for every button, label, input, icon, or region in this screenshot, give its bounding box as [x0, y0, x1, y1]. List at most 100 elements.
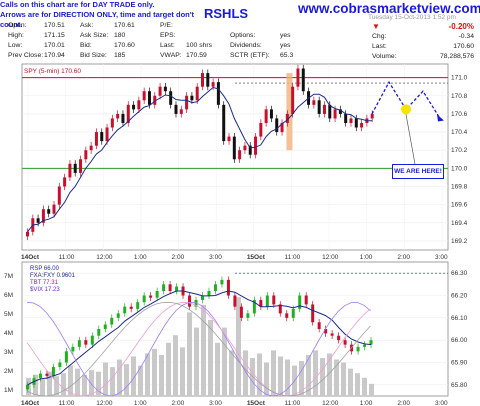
value-prev-close: 170.94	[44, 52, 65, 59]
lower-legend-item: RSP 66.00	[30, 266, 60, 272]
rsp-candle-body	[64, 351, 68, 363]
chart-svg: 171.0 170.8 170.6 170.4 170.2 170.0 169.8 169.6…	[4, 63, 468, 406]
rsp-candle-body	[291, 308, 295, 318]
moving-average-line	[27, 86, 373, 233]
volume-bar	[89, 370, 94, 396]
value-vwap: 170.59	[186, 52, 207, 59]
down-triangle-icon: ▼	[372, 22, 380, 31]
rsp-candle-body	[175, 286, 179, 292]
rsp-candle-body	[239, 306, 243, 318]
callout-pointer	[405, 114, 416, 165]
volume-bar	[264, 362, 269, 396]
rsp-candle-body	[272, 295, 276, 305]
label-bid-size: Bid Size:	[80, 52, 107, 59]
label-dividends: Dividends:	[230, 42, 262, 49]
rsp-candle-body	[129, 306, 133, 309]
rsp-candle-body	[123, 306, 127, 314]
volume-bar	[250, 358, 255, 396]
volume-bar	[117, 359, 122, 396]
candle-body	[248, 145, 252, 155]
rsp-candle-body	[168, 284, 172, 292]
label-chg: Chg:	[372, 33, 387, 40]
price-y-tick: 169.4	[451, 220, 468, 227]
rsp-candle-body	[26, 384, 29, 390]
value-dividends: yes	[280, 42, 291, 49]
lower-x-tick: 1:00	[134, 400, 147, 406]
candle-body	[312, 100, 316, 105]
rsp-candle-body	[201, 295, 204, 300]
rsp-candle-body	[213, 284, 217, 292]
rsp-candle-body	[149, 295, 153, 298]
volume-bar	[68, 365, 73, 396]
lower-y-tick-right: 66.30	[451, 270, 468, 277]
volume-bar	[145, 353, 150, 396]
candle-body	[227, 136, 231, 142]
rsp-candle-body	[84, 340, 88, 345]
forecast-arrowhead-icon	[437, 114, 444, 122]
candle-body	[328, 104, 332, 119]
label-options: Options:	[230, 32, 256, 39]
rsp-candle-body	[369, 340, 373, 345]
price-y-tick: 170.4	[451, 129, 468, 136]
volume-bar	[194, 327, 199, 396]
lower-x-tick: 3:00	[209, 400, 222, 406]
label-volume: Volume:	[372, 53, 397, 60]
value-low: 170.01	[44, 42, 65, 49]
rsp-candle-body	[103, 324, 107, 329]
price-y-tick: 170.2	[451, 147, 468, 154]
price-y-tick: 169.8	[451, 183, 468, 190]
label-ask: Ask:	[80, 22, 94, 29]
candle-body	[349, 118, 353, 123]
candle-body	[211, 82, 215, 87]
volume-bar	[96, 371, 101, 396]
rsp-candle-body	[233, 295, 237, 307]
volume-bar	[257, 353, 262, 396]
candle-body	[57, 186, 61, 205]
lower-legend-item: FXA:FXY 0.9601	[30, 273, 76, 279]
lower-x-tick: 2:00	[397, 400, 410, 406]
label-ask-size: Ask Size:	[80, 32, 109, 39]
volume-bar	[110, 367, 115, 396]
site-url[interactable]: www.cobrasmarketview.com	[298, 1, 480, 16]
candle-body	[121, 113, 125, 123]
disclaimer-line-1: Calls on this chart are for DAY TRADE on…	[0, 0, 155, 9]
price-x-tick: 12:00	[322, 254, 339, 261]
volume-bar	[33, 374, 38, 396]
candle-body	[269, 109, 273, 119]
candle-body	[174, 104, 178, 114]
rsp-candle-body	[317, 322, 321, 329]
volume-bar	[236, 297, 241, 396]
value-volume: 78,288,576	[439, 53, 474, 60]
disclaimer-note: Calls on this chart are for DAY TRADE on…	[0, 0, 200, 30]
candle-body	[280, 122, 284, 133]
volume-bar	[341, 362, 346, 396]
rsp-candle-body	[259, 299, 263, 307]
label-bid: Bid:	[80, 42, 92, 49]
rsp-candle-body	[324, 329, 328, 334]
candle-body	[254, 136, 258, 155]
rsp-candle-body	[97, 329, 101, 336]
rsp-candle-body	[304, 295, 308, 305]
label-last-size: Last:	[160, 42, 175, 49]
value-high: 171.15	[44, 32, 65, 39]
volume-bar	[229, 350, 234, 396]
candle-body	[179, 109, 183, 114]
candle-body	[47, 209, 51, 214]
rsp-candle-body	[110, 317, 114, 325]
volume-bar	[327, 353, 332, 396]
volume-bar	[75, 368, 80, 396]
candle-body	[185, 95, 189, 110]
lower-x-tick: 3:00	[435, 400, 448, 406]
volume-bar	[208, 320, 213, 396]
price-x-tick: 15Oct	[247, 254, 266, 261]
candle-body	[201, 73, 204, 87]
candle-body	[317, 100, 321, 114]
price-x-tick: 1:00	[360, 254, 373, 261]
volume-bar	[61, 373, 66, 396]
rsp-candle-body	[90, 335, 94, 345]
volume-bar	[222, 327, 227, 396]
rsp-candle-body	[356, 346, 360, 352]
price-x-tick: 11:00	[284, 254, 300, 261]
open-gap-band	[286, 73, 293, 151]
volume-bar	[103, 362, 108, 396]
